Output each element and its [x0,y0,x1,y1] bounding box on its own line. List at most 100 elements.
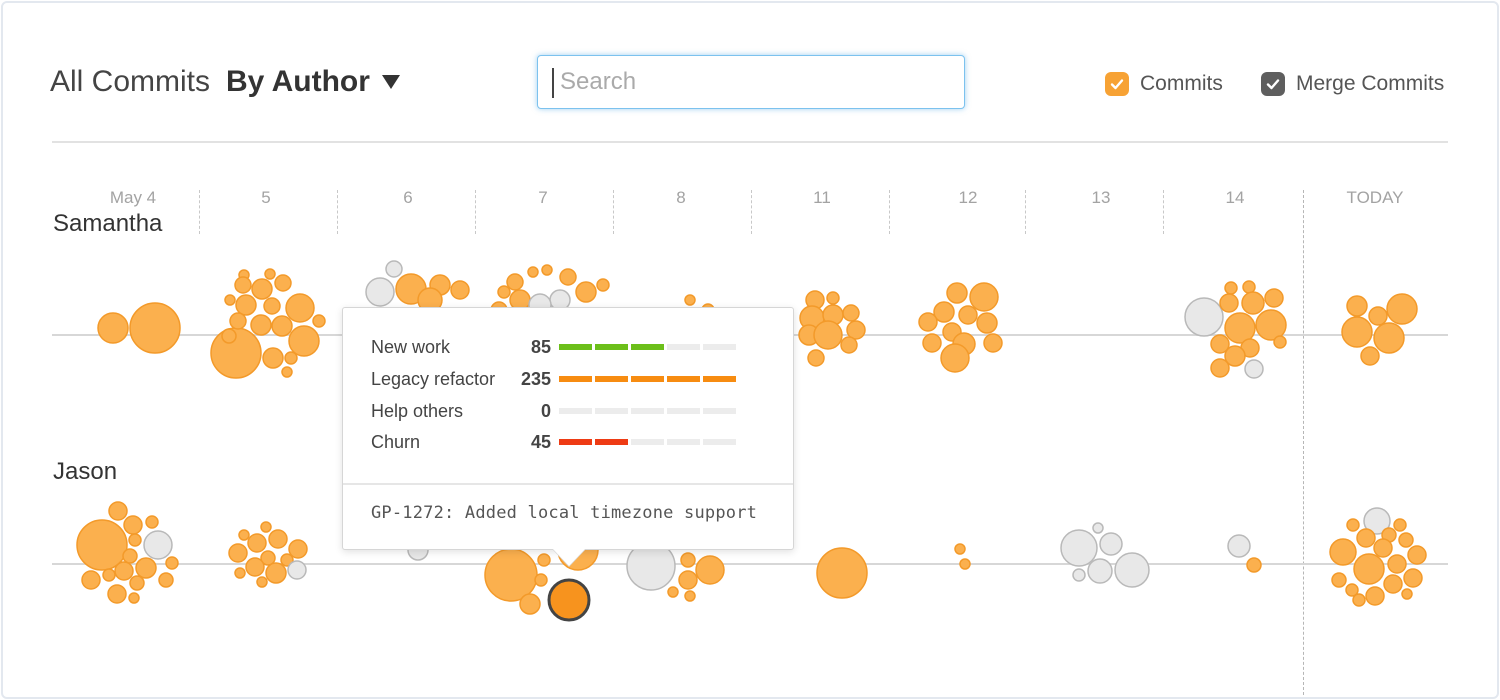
commit-bubble[interactable] [816,547,868,599]
merge-commit-bubble[interactable] [365,277,395,307]
commit-bubble[interactable] [1398,532,1414,548]
commit-bubble[interactable] [1210,358,1230,378]
commit-bubble[interactable] [983,333,1003,353]
commit-bubble[interactable] [234,276,252,294]
commit-bubble[interactable] [534,573,548,587]
commit-bubble[interactable] [1346,295,1368,317]
commit-bubble[interactable] [288,539,308,559]
commit-bubble[interactable] [1241,291,1265,315]
commit-bubble[interactable] [128,533,142,547]
commit-bubble[interactable] [1345,583,1359,597]
commit-bubble[interactable] [280,553,294,567]
commit-bubble[interactable] [288,325,320,357]
commit-bubble[interactable] [1407,545,1427,565]
merge-commit-bubble[interactable] [1184,297,1224,337]
commit-bubble[interactable] [1273,335,1287,349]
commit-bubble[interactable] [969,282,999,312]
commit-bubble[interactable] [247,533,267,553]
commit-bubble[interactable] [484,548,538,602]
commit-bubble[interactable] [940,343,970,373]
commit-bubble[interactable] [262,347,284,369]
commit-bubble[interactable] [1383,574,1403,594]
commit-bubble[interactable] [268,529,288,549]
commit-bubble[interactable] [235,294,257,316]
commit-bubble[interactable] [596,278,610,292]
commit-bubble[interactable] [680,552,696,568]
merge-commits-toggle[interactable]: Merge Commits [1261,70,1444,98]
commit-bubble[interactable] [1387,554,1407,574]
commit-bubble[interactable] [1373,538,1393,558]
commit-bubble[interactable] [274,274,292,292]
commit-bubble[interactable] [846,320,866,340]
commit-bubble[interactable] [1255,309,1287,341]
commit-bubble[interactable] [114,561,134,581]
commit-bubble[interactable] [224,294,236,306]
commit-bubble[interactable] [527,266,539,278]
commit-bubble[interactable] [1341,316,1373,348]
merge-commit-bubble[interactable] [1099,532,1123,556]
commit-bubble[interactable] [1403,568,1423,588]
commit-bubble[interactable] [559,268,577,286]
merge-commit-bubble[interactable] [143,530,173,560]
commit-bubble[interactable] [265,562,287,584]
merge-commit-bubble[interactable] [1227,534,1251,558]
commit-bubble[interactable] [245,557,265,577]
commit-bubble[interactable] [1386,293,1418,325]
commit-bubble[interactable] [1365,586,1385,606]
commit-bubble[interactable] [264,268,276,280]
commit-bubble[interactable] [260,550,276,566]
commit-bubble[interactable] [1401,588,1413,600]
merge-commit-bubble[interactable] [1363,507,1391,535]
commit-bubble[interactable] [271,315,293,337]
commit-bubble[interactable] [1360,346,1380,366]
commit-bubble[interactable] [954,543,966,555]
merge-commit-bubble[interactable] [385,260,403,278]
commit-bubble[interactable] [678,570,698,590]
commit-bubble[interactable] [497,285,511,299]
commit-bubble[interactable] [234,567,246,579]
commit-bubble[interactable] [1393,518,1407,532]
commit-bubble[interactable] [1242,280,1256,294]
commit-bubble[interactable] [813,320,843,350]
commit-bubble[interactable] [1224,345,1246,367]
commit-bubble[interactable] [667,586,679,598]
commit-bubble[interactable] [946,282,968,304]
selected-commit-bubble[interactable] [547,578,591,622]
commit-bubble[interactable] [145,515,159,529]
search-input[interactable] [537,55,965,109]
commit-bubble[interactable] [519,593,541,615]
commit-bubble[interactable] [826,291,840,305]
commit-bubble[interactable] [312,314,326,328]
group-by-dropdown[interactable]: By Author [226,65,400,99]
commit-bubble[interactable] [842,304,860,322]
commit-bubble[interactable] [922,333,942,353]
commit-bubble[interactable] [135,557,157,579]
commit-bubble[interactable] [575,281,597,303]
commit-bubble[interactable] [1329,538,1357,566]
commit-bubble[interactable] [506,273,524,291]
merge-commit-bubble[interactable] [1244,359,1264,379]
commit-bubble[interactable] [1373,322,1405,354]
commit-bubble[interactable] [229,312,247,330]
commit-bubble[interactable] [263,297,281,315]
commit-bubble[interactable] [108,501,128,521]
commit-bubble[interactable] [81,570,101,590]
commit-bubble[interactable] [1224,312,1256,344]
commit-bubble[interactable] [1352,593,1366,607]
commit-bubble[interactable] [129,575,145,591]
checkbox-checked-icon[interactable] [1261,72,1285,96]
commits-toggle[interactable]: Commits [1105,70,1223,98]
merge-commit-bubble[interactable] [1060,529,1098,567]
commit-bubble[interactable] [165,556,179,570]
commit-bubble[interactable] [684,294,696,306]
commit-bubble[interactable] [221,328,237,344]
commit-bubble[interactable] [959,558,971,570]
commit-bubble[interactable] [695,555,725,585]
commit-bubble[interactable] [840,336,858,354]
commit-bubble[interactable] [450,280,470,300]
commit-bubble[interactable] [129,302,181,354]
commit-bubble[interactable] [537,553,551,567]
commit-bubble[interactable] [281,366,293,378]
commit-bubble[interactable] [285,293,315,323]
commit-bubble[interactable] [260,521,272,533]
